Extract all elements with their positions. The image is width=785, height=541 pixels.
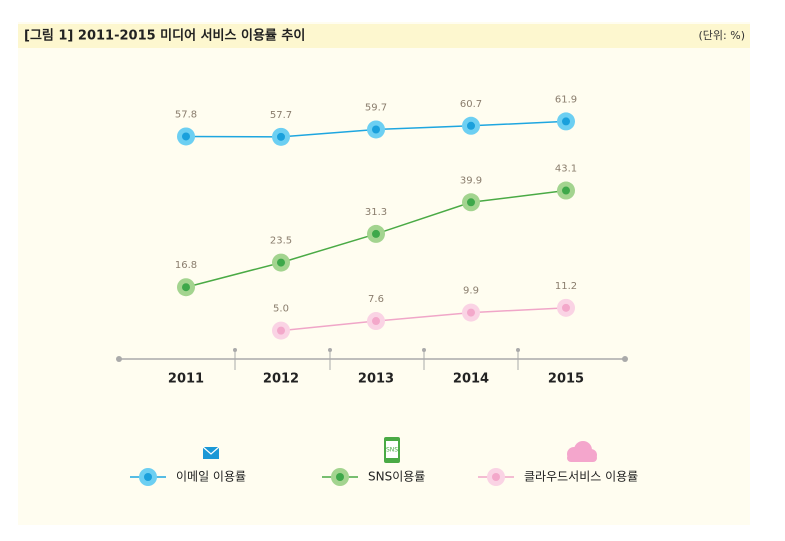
legend-dot	[336, 473, 344, 481]
marker-dot	[277, 326, 285, 335]
cloud-icon	[567, 441, 597, 462]
axis-end	[116, 356, 122, 362]
marker-dot	[372, 229, 380, 238]
phone-icon: SNS	[384, 437, 400, 463]
value-label: 11.2	[555, 281, 577, 292]
marker-dot	[467, 308, 475, 317]
unit-label: (단위: %)	[699, 29, 745, 42]
value-label: 60.7	[460, 99, 482, 110]
marker-dot	[182, 132, 190, 141]
axis-end	[622, 356, 628, 362]
value-label: 57.7	[270, 110, 292, 121]
marker-dot	[277, 132, 285, 141]
series-line	[280, 307, 567, 332]
value-label: 57.8	[175, 109, 197, 120]
value-label: 5.0	[273, 304, 289, 315]
x-tick-label: 2015	[548, 372, 584, 387]
x-tick-label: 2014	[453, 372, 489, 387]
email-icon	[202, 446, 220, 459]
value-label: 9.9	[463, 286, 479, 297]
marker-dot	[372, 317, 380, 326]
legend-dot	[144, 473, 152, 481]
legend-label: 클라우드서비스 이용률	[524, 470, 638, 484]
marker-dot	[182, 283, 190, 292]
x-tick-label: 2013	[358, 372, 394, 387]
legend-dot	[492, 473, 500, 481]
value-label: 31.3	[365, 207, 387, 218]
chart-title: [그림 1] 2011-2015 미디어 서비스 이용률 추이	[24, 28, 305, 44]
legend-label: 이메일 이용률	[176, 470, 246, 484]
legend-label: SNS이용률	[368, 470, 425, 484]
x-tick-label: 2011	[168, 372, 204, 387]
value-label: 23.5	[270, 236, 292, 247]
marker-dot	[372, 125, 380, 134]
marker-dot	[277, 258, 285, 267]
separators	[234, 350, 519, 370]
x-tick-label: 2012	[263, 372, 299, 387]
value-label: 43.1	[555, 164, 577, 175]
value-label: 16.8	[175, 260, 197, 271]
svg-text:SNS: SNS	[386, 447, 398, 454]
marker-dot	[562, 117, 570, 126]
marker-dot	[467, 198, 475, 207]
marker-dot	[562, 303, 570, 312]
title-bar	[18, 24, 750, 48]
marker-dot	[562, 186, 570, 195]
marker-dot	[467, 121, 475, 130]
value-label: 59.7	[365, 102, 387, 113]
value-label: 7.6	[368, 294, 384, 305]
value-label: 39.9	[460, 175, 482, 186]
value-label: 61.9	[555, 94, 577, 105]
